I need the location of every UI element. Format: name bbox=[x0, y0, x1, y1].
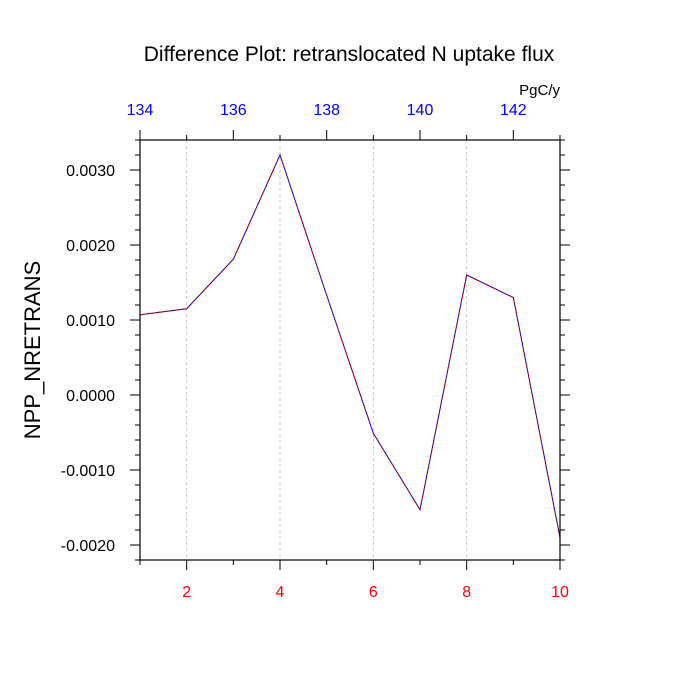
data-point bbox=[326, 294, 328, 296]
data-point bbox=[512, 296, 514, 299]
top-tick-label: 140 bbox=[407, 102, 434, 119]
series-line bbox=[139, 153, 561, 538]
data-point bbox=[279, 154, 281, 156]
chart-title: Difference Plot: retranslocated N uptake… bbox=[144, 43, 555, 66]
tick-labels: 2 4 6 8 10 134 136 138 140 142 0.0030 0.0020 0.0010 0… bbox=[61, 102, 569, 601]
x-tick-label: 4 bbox=[276, 584, 285, 601]
data-point bbox=[466, 274, 468, 276]
top-axis-unit: PgC/y bbox=[519, 82, 560, 99]
data-point bbox=[419, 509, 421, 511]
y-tick-label: 0.0020 bbox=[66, 238, 115, 255]
top-tick-label: 134 bbox=[127, 102, 154, 119]
plot-series bbox=[139, 153, 561, 539]
y-axis-label: NPP_NRETRANS bbox=[20, 261, 45, 439]
top-tick-label: 136 bbox=[220, 102, 247, 119]
x-tick-label: 8 bbox=[462, 584, 471, 601]
axis-ticks bbox=[130, 130, 570, 570]
x-tick-label: 6 bbox=[369, 584, 378, 601]
y-tick-label: -0.0020 bbox=[61, 538, 115, 555]
y-tick-label: -0.0010 bbox=[61, 463, 115, 480]
data-point bbox=[186, 308, 188, 310]
plot-frame bbox=[139, 139, 561, 561]
series-line-base bbox=[139, 153, 561, 538]
data-point bbox=[232, 258, 234, 260]
grid-lines bbox=[186, 140, 468, 560]
x-tick-label: 2 bbox=[182, 584, 191, 601]
top-tick-label: 142 bbox=[500, 102, 527, 119]
data-point bbox=[372, 432, 374, 434]
top-tick-label: 138 bbox=[313, 102, 340, 119]
y-tick-label: 0.0000 bbox=[66, 388, 115, 405]
y-tick-label: 0.0010 bbox=[66, 313, 115, 330]
x-tick-label: 10 bbox=[551, 584, 569, 601]
y-tick-label: 0.0030 bbox=[66, 163, 115, 180]
